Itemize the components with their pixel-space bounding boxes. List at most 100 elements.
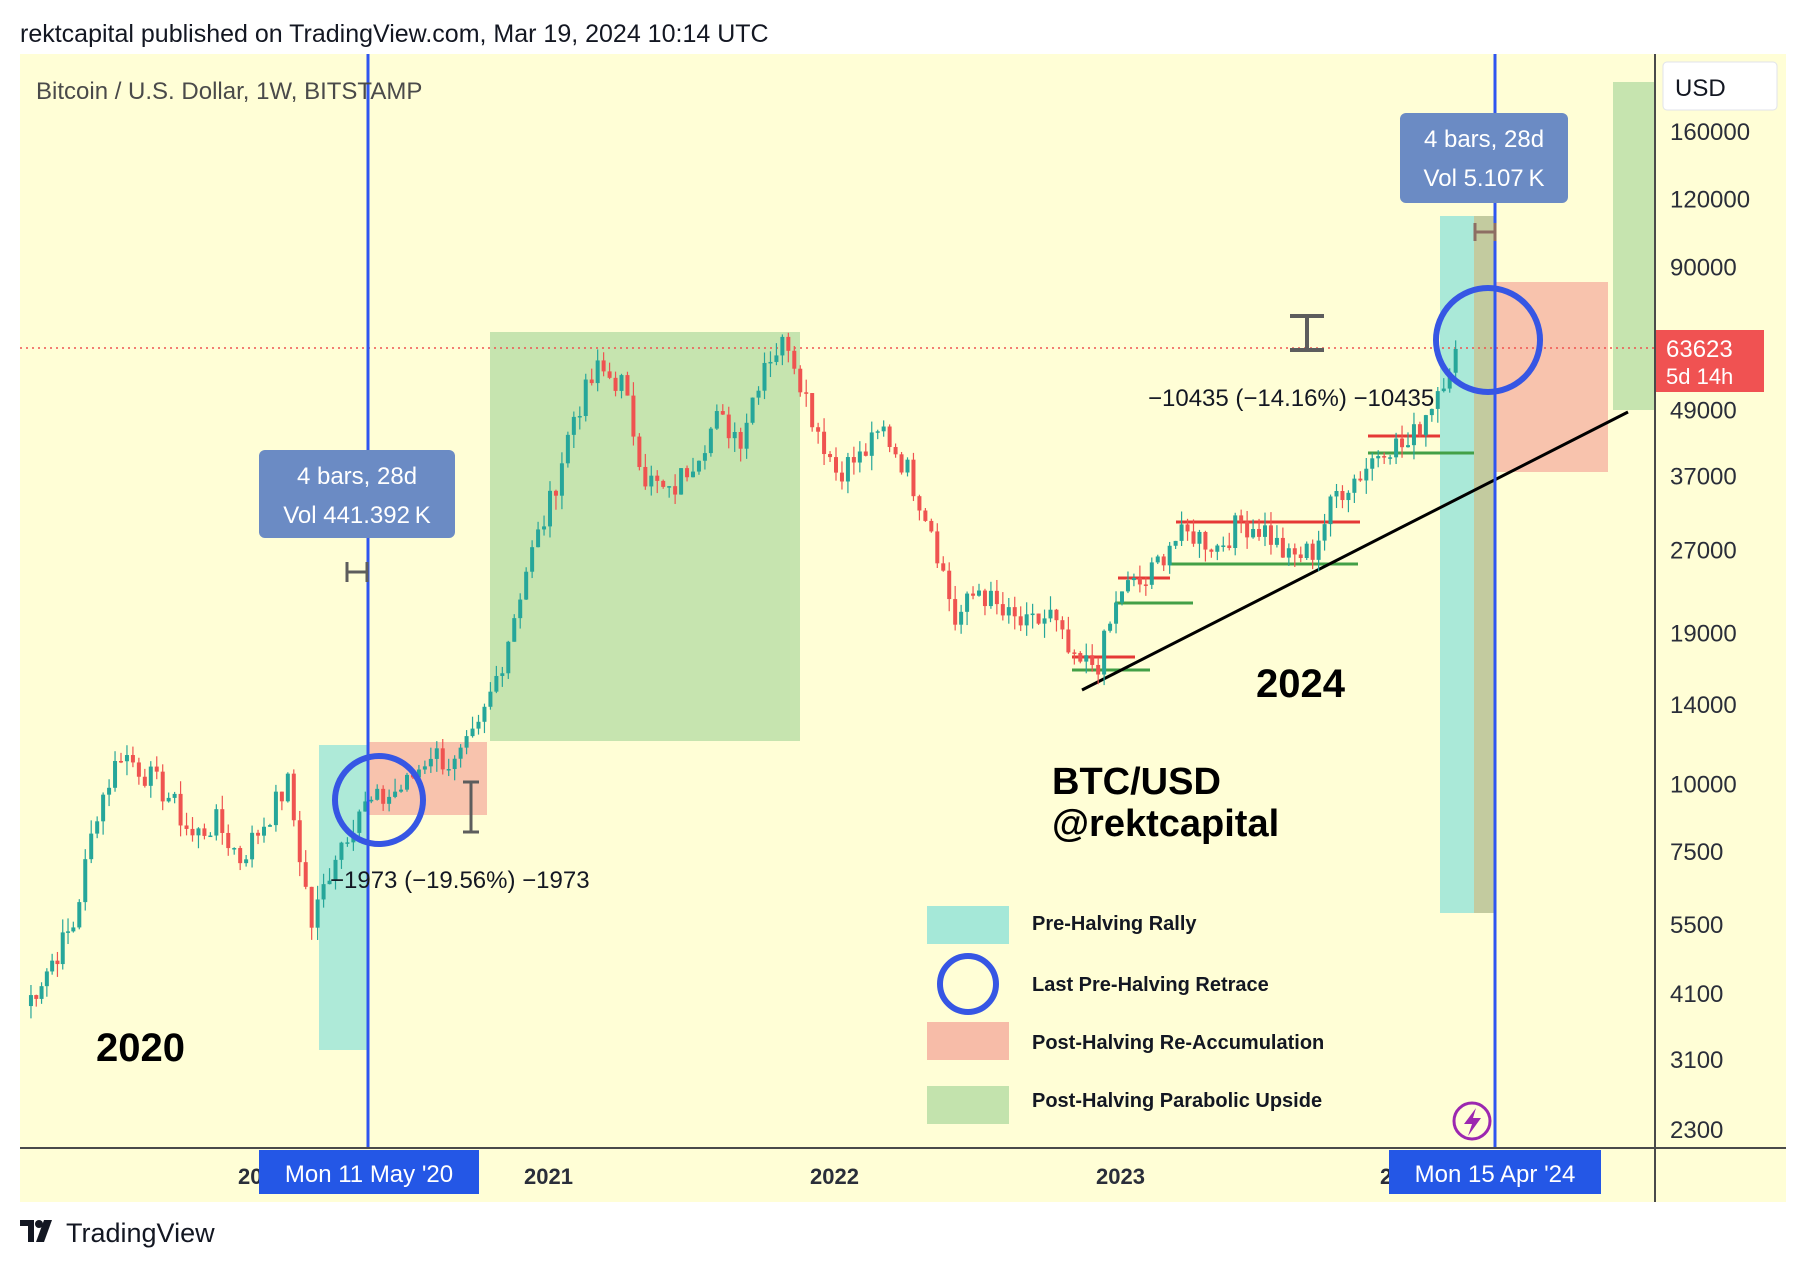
y-tick-label: 7500: [1670, 839, 1723, 866]
currency-label: USD: [1675, 75, 1726, 102]
candle-body: [863, 451, 868, 456]
candle-body: [238, 848, 243, 864]
lightning-icon[interactable]: [1452, 1101, 1492, 1141]
currency-button[interactable]: USD: [1662, 61, 1778, 111]
candle-body: [542, 526, 547, 530]
candle-body: [905, 459, 910, 473]
candle-body: [571, 416, 576, 435]
candle-body: [1030, 613, 1035, 616]
candle-body: [1429, 408, 1434, 416]
candle-body: [321, 884, 326, 900]
current-price-value: 63623: [1666, 336, 1733, 363]
retrace-circle-2024[interactable]: [1433, 285, 1543, 395]
candle-body: [637, 436, 642, 467]
candle-body: [262, 826, 266, 836]
candle-body: [661, 480, 666, 487]
candle-body: [631, 395, 636, 437]
candle-body: [34, 995, 39, 999]
candle-body: [297, 820, 302, 863]
candle-body: [965, 593, 970, 612]
post-halving-reaccumulation-2020-zone: [367, 742, 487, 815]
x-tick-2020: 20: [238, 1164, 262, 1189]
candle-body: [1120, 591, 1124, 603]
current-price-label[interactable]: 63623 5d 14h: [1656, 330, 1764, 392]
candle-body: [1203, 531, 1208, 550]
measure-box-2020-bars: 4 bars, 28d: [297, 463, 417, 490]
candle-body: [565, 434, 570, 464]
retrace-circle-2020[interactable]: [332, 753, 426, 847]
candle-body: [708, 428, 713, 454]
candle-body: [470, 728, 475, 737]
halving-date-label-2024[interactable]: Mon 15 Apr '24: [1389, 1150, 1601, 1194]
measure-box-2024[interactable]: 4 bars, 28d Vol 5.107 K: [1400, 113, 1568, 203]
candle-body: [774, 355, 779, 362]
current-price-countdown: 5d 14h: [1666, 364, 1733, 389]
candle-body: [744, 422, 749, 449]
candle-body: [1316, 540, 1321, 560]
candle-body: [458, 747, 463, 759]
candle-body: [267, 825, 272, 827]
candle-body: [619, 375, 624, 391]
support-trendline[interactable]: [1081, 410, 1629, 692]
candle-body: [154, 766, 159, 772]
svg-text:Mon 15 Apr '24: Mon 15 Apr '24: [1415, 1161, 1576, 1188]
candle-body: [488, 691, 493, 707]
candle-body: [1239, 515, 1244, 522]
candle-body: [1435, 391, 1440, 409]
candle-body: [1417, 424, 1422, 436]
candle-body: [1078, 653, 1083, 662]
measure-box-2020[interactable]: 4 bars, 28d Vol 441.392 K: [259, 450, 455, 538]
candle-body: [89, 833, 94, 860]
candle-body: [119, 760, 123, 763]
candle-body: [780, 336, 785, 356]
candle-body: [977, 590, 981, 596]
candle-body: [607, 371, 612, 378]
candle-body: [1191, 531, 1196, 544]
candle-body: [881, 426, 886, 432]
candle-body: [994, 590, 999, 605]
candle-body: [839, 472, 844, 482]
candle-body: [1006, 607, 1011, 616]
candle-body: [1280, 537, 1285, 558]
candle-body: [577, 415, 582, 418]
candle-body: [1406, 445, 1410, 448]
halving-date-label-2020[interactable]: Mon 11 May '20: [259, 1150, 479, 1194]
candle-body: [726, 414, 731, 439]
candle-body: [1114, 602, 1119, 624]
candle-body: [345, 842, 350, 844]
candle-body: [184, 825, 189, 829]
candle-body: [1400, 438, 1405, 448]
candle-body: [750, 397, 755, 423]
candle-body: [923, 510, 928, 521]
candle-body: [291, 773, 296, 821]
candle-body: [691, 471, 695, 478]
candle-body: [1149, 562, 1154, 585]
candle-body: [476, 721, 481, 729]
candle-body: [60, 932, 65, 965]
tradingview-footer[interactable]: TradingView: [20, 1218, 215, 1249]
candle-body: [720, 411, 725, 415]
measure-box-2024-volume: Vol 5.107 K: [1424, 165, 1545, 192]
candle-body: [1322, 524, 1327, 541]
candle-body: [1048, 609, 1053, 619]
post-halving-parabolic-2024-zone: [1613, 82, 1655, 410]
candle-body: [452, 758, 457, 770]
candle-body: [649, 475, 654, 487]
candle-body: [393, 791, 398, 797]
candle-body: [1090, 655, 1095, 665]
candle-body: [685, 468, 690, 478]
candle-body: [1161, 556, 1166, 566]
candle-body: [357, 811, 362, 833]
candle-body: [583, 379, 588, 416]
candle-body: [1221, 545, 1226, 547]
candle-body: [971, 593, 976, 596]
candle-body: [1167, 545, 1172, 566]
candle-body: [982, 590, 987, 607]
handle-annotation: @rektcapital: [1052, 803, 1279, 845]
candle-body: [786, 336, 791, 351]
candle-body: [845, 457, 850, 482]
x-tick-2021: 2021: [524, 1164, 573, 1189]
candle-body: [500, 673, 505, 676]
candle-body: [405, 774, 409, 790]
